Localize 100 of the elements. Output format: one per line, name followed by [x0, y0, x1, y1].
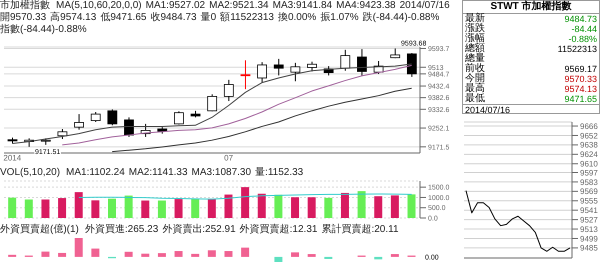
bar: [174, 199, 183, 218]
bar: [91, 248, 100, 257]
y-tick-label: 9583: [580, 178, 598, 187]
y-tick-label: 9527: [580, 215, 598, 224]
bar: [258, 194, 266, 218]
x-tick-label: 07: [224, 154, 234, 163]
y-tick-label: 9569: [580, 187, 598, 196]
text: -0.88%: [568, 34, 597, 44]
bar: [41, 200, 50, 218]
bar: [408, 194, 416, 218]
bar: [390, 195, 399, 218]
candlestick: [124, 116, 134, 138]
bar: [340, 192, 349, 218]
category-label: 前收: [465, 63, 485, 74]
candlestick: [224, 79, 234, 102]
category-label: 最低: [465, 93, 485, 104]
bar: [308, 254, 316, 257]
text: MA(5,10,60,20,0,0): [56, 0, 142, 12]
category-label: 最新: [465, 13, 485, 24]
bar: [374, 256, 382, 260]
bar: [74, 238, 83, 257]
candlestick: [357, 48, 367, 76]
candlestick: [257, 62, 267, 84]
y-tick-label: 9666: [580, 122, 598, 131]
text: 9569.17: [564, 64, 597, 74]
bar: [241, 248, 250, 257]
y-tick-label: 9597: [580, 168, 598, 178]
chart-title: VOL(5,10,20): [0, 167, 62, 179]
text: 開9570.33: [0, 12, 46, 24]
bar: [390, 254, 399, 257]
text: 額11522313: [220, 12, 274, 24]
category-label: 總量: [465, 53, 485, 64]
bar: [158, 200, 166, 218]
candlestick: [107, 108, 118, 126]
text: 2014/07/16: [463, 104, 599, 115]
bar: [358, 191, 366, 218]
text: 收9484.73: [150, 12, 197, 24]
text: 跌(-84.44)-0.88%: [362, 12, 440, 24]
text: MA2:9521.34: [209, 0, 269, 12]
bar: [174, 251, 183, 257]
line-series: [112, 88, 412, 152]
text: 累計買賣超:20.11: [321, 224, 399, 236]
x-tick-label: 2014: [3, 154, 22, 163]
y-tick-label: 9624: [580, 150, 598, 160]
text: 11522313: [558, 44, 597, 54]
text: 指數(-84.44)-0.88%: [0, 24, 87, 36]
bar: [274, 256, 282, 262]
bar: [108, 198, 116, 218]
bar: [224, 194, 232, 218]
text: 振1.07%: [320, 12, 359, 24]
bar: [191, 254, 200, 257]
bar: [58, 252, 66, 257]
bar: [24, 200, 33, 218]
text: -84.44: [571, 24, 597, 34]
bar: [274, 194, 282, 218]
bar: [208, 198, 216, 218]
text: 9484.73: [564, 14, 597, 24]
text: 9570.33: [564, 74, 597, 84]
text: MA4:9423.38: [336, 0, 396, 12]
chart-title: 外資買賣超(億)(1): [0, 224, 80, 236]
text: 量0: [200, 12, 216, 24]
bar: [224, 251, 232, 257]
text: 外資買賣超:12.31: [240, 224, 318, 236]
text: MA2:1141.33: [128, 167, 188, 179]
text: 高9574.13: [50, 12, 96, 24]
candlestick: [74, 114, 84, 130]
category-label: 總額: [465, 43, 485, 54]
candlestick: [340, 49, 350, 72]
candlestick: [290, 62, 300, 82]
bar: [124, 196, 133, 218]
bar: [308, 197, 316, 218]
text: 量:1152.33: [255, 167, 304, 179]
bar: [8, 198, 16, 218]
bar: [141, 200, 150, 218]
text: 外資買進:265.23: [84, 224, 158, 236]
y-tick-label: 9499: [580, 234, 598, 244]
bar: [141, 254, 150, 257]
bar: [191, 199, 200, 218]
candlestick: [274, 58, 284, 76]
bar: [291, 197, 300, 218]
category-label: 今開: [465, 73, 485, 84]
y-tick-label: 9638: [580, 140, 598, 150]
bar: [74, 192, 83, 218]
candlestick: [174, 110, 184, 126]
text: 9574.13: [564, 84, 597, 94]
bar: [91, 200, 100, 218]
candlestick: [58, 128, 68, 140]
text: 9471.65: [564, 94, 597, 104]
bar: [208, 250, 216, 257]
candlestick: [406, 52, 417, 78]
text: 外資賣出:252.91: [162, 224, 236, 236]
candlestick: [307, 61, 317, 72]
y-tick-label: 9513: [580, 224, 598, 234]
bar: [58, 198, 66, 218]
bar: [324, 198, 332, 218]
text: MA3:9141.84: [272, 0, 332, 12]
text: STWT 市加權指數: [463, 1, 599, 14]
text: 2014/07/16: [400, 0, 450, 12]
y-tick-label: 9555: [580, 196, 598, 206]
y-tick-label: 9610: [580, 160, 598, 169]
